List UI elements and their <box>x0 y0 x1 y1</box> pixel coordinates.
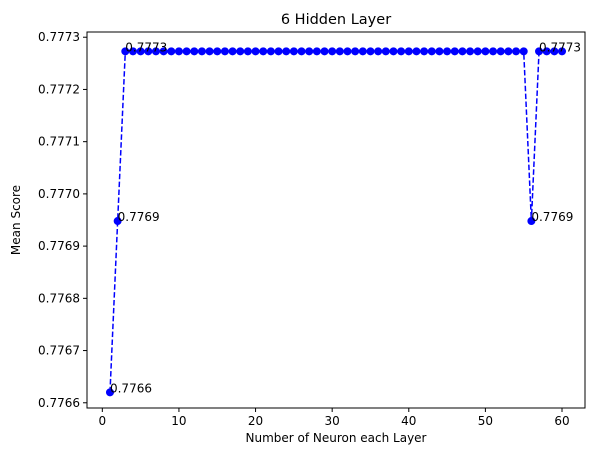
data-point <box>220 47 229 56</box>
axis-ticks: 0 10 20 30 40 50 60 0.7766 0.7767 0.7768 0.7769 0.7… <box>38 30 570 428</box>
data-point <box>190 47 199 56</box>
y-tick-label: 0.7773 <box>38 30 80 44</box>
x-axis-label: Number of Neuron each Layer <box>245 431 426 445</box>
data-point <box>512 47 521 56</box>
data-point <box>335 47 344 56</box>
data-point <box>542 47 551 56</box>
data-label: 0.7773 <box>539 40 581 54</box>
data-point <box>550 47 559 56</box>
data-point <box>404 47 413 56</box>
data-point <box>519 47 528 56</box>
data-point <box>159 47 168 56</box>
data-point <box>312 47 321 56</box>
data-label: 0.7769 <box>118 210 160 224</box>
x-tick-label: 40 <box>401 414 416 428</box>
data-point <box>151 47 160 56</box>
data-point <box>144 47 153 56</box>
data-point <box>397 47 406 56</box>
x-tick-label: 0 <box>99 414 107 428</box>
data-point <box>535 47 544 56</box>
data-point <box>435 47 444 56</box>
data-point <box>121 47 130 56</box>
data-point <box>182 47 191 56</box>
data-point <box>366 47 375 56</box>
x-tick-label: 50 <box>478 414 493 428</box>
data-label: 0.7773 <box>125 40 167 54</box>
data-point <box>282 47 291 56</box>
data-point <box>213 47 222 56</box>
data-point <box>236 47 245 56</box>
data-point <box>113 217 122 226</box>
data-point <box>412 47 421 56</box>
data-point <box>305 47 314 56</box>
annotations-group: 0.7766 0.7769 0.7773 0.7769 0.7773 <box>110 40 581 395</box>
data-point <box>504 47 513 56</box>
data-point <box>489 47 498 56</box>
data-point <box>466 47 475 56</box>
data-point <box>197 47 206 56</box>
data-point <box>136 47 145 56</box>
y-tick-label: 0.7766 <box>38 396 80 410</box>
x-tick-label: 20 <box>248 414 263 428</box>
x-tick-label: 10 <box>171 414 186 428</box>
data-point <box>496 47 505 56</box>
data-point <box>328 47 337 56</box>
data-point <box>481 47 490 56</box>
data-point <box>266 47 275 56</box>
data-label: 0.7766 <box>110 381 152 395</box>
data-point <box>167 47 176 56</box>
data-point <box>174 47 183 56</box>
y-tick-label: 0.7769 <box>38 239 80 253</box>
data-point <box>527 217 536 226</box>
data-point <box>228 47 237 56</box>
y-axis-label: Mean Score <box>9 185 23 255</box>
y-tick-label: 0.7768 <box>38 291 80 305</box>
series-group <box>105 47 567 397</box>
y-tick-label: 0.7771 <box>38 135 80 149</box>
data-point <box>381 47 390 56</box>
data-point <box>320 47 329 56</box>
data-point <box>205 47 214 56</box>
data-point <box>389 47 398 56</box>
data-point <box>443 47 452 56</box>
y-tick-label: 0.7767 <box>38 344 80 358</box>
data-point <box>458 47 467 56</box>
y-tick-label: 0.7770 <box>38 187 80 201</box>
data-point <box>243 47 252 56</box>
data-label: 0.7769 <box>531 210 573 224</box>
data-point <box>289 47 298 56</box>
data-point <box>450 47 459 56</box>
chart-title: 6 Hidden Layer <box>281 12 391 28</box>
data-point <box>251 47 260 56</box>
data-point <box>297 47 306 56</box>
data-point <box>473 47 482 56</box>
data-point <box>558 47 567 56</box>
data-point <box>374 47 383 56</box>
data-point <box>358 47 367 56</box>
data-point <box>274 47 283 56</box>
x-tick-label: 30 <box>325 414 340 428</box>
data-point <box>259 47 268 56</box>
data-point <box>420 47 429 56</box>
data-point <box>343 47 352 56</box>
x-tick-label: 60 <box>554 414 569 428</box>
plot-frame <box>86 31 586 409</box>
y-tick-label: 0.7772 <box>38 82 80 96</box>
data-point <box>105 388 114 397</box>
data-point <box>128 47 137 56</box>
data-point <box>427 47 436 56</box>
data-point <box>351 47 360 56</box>
